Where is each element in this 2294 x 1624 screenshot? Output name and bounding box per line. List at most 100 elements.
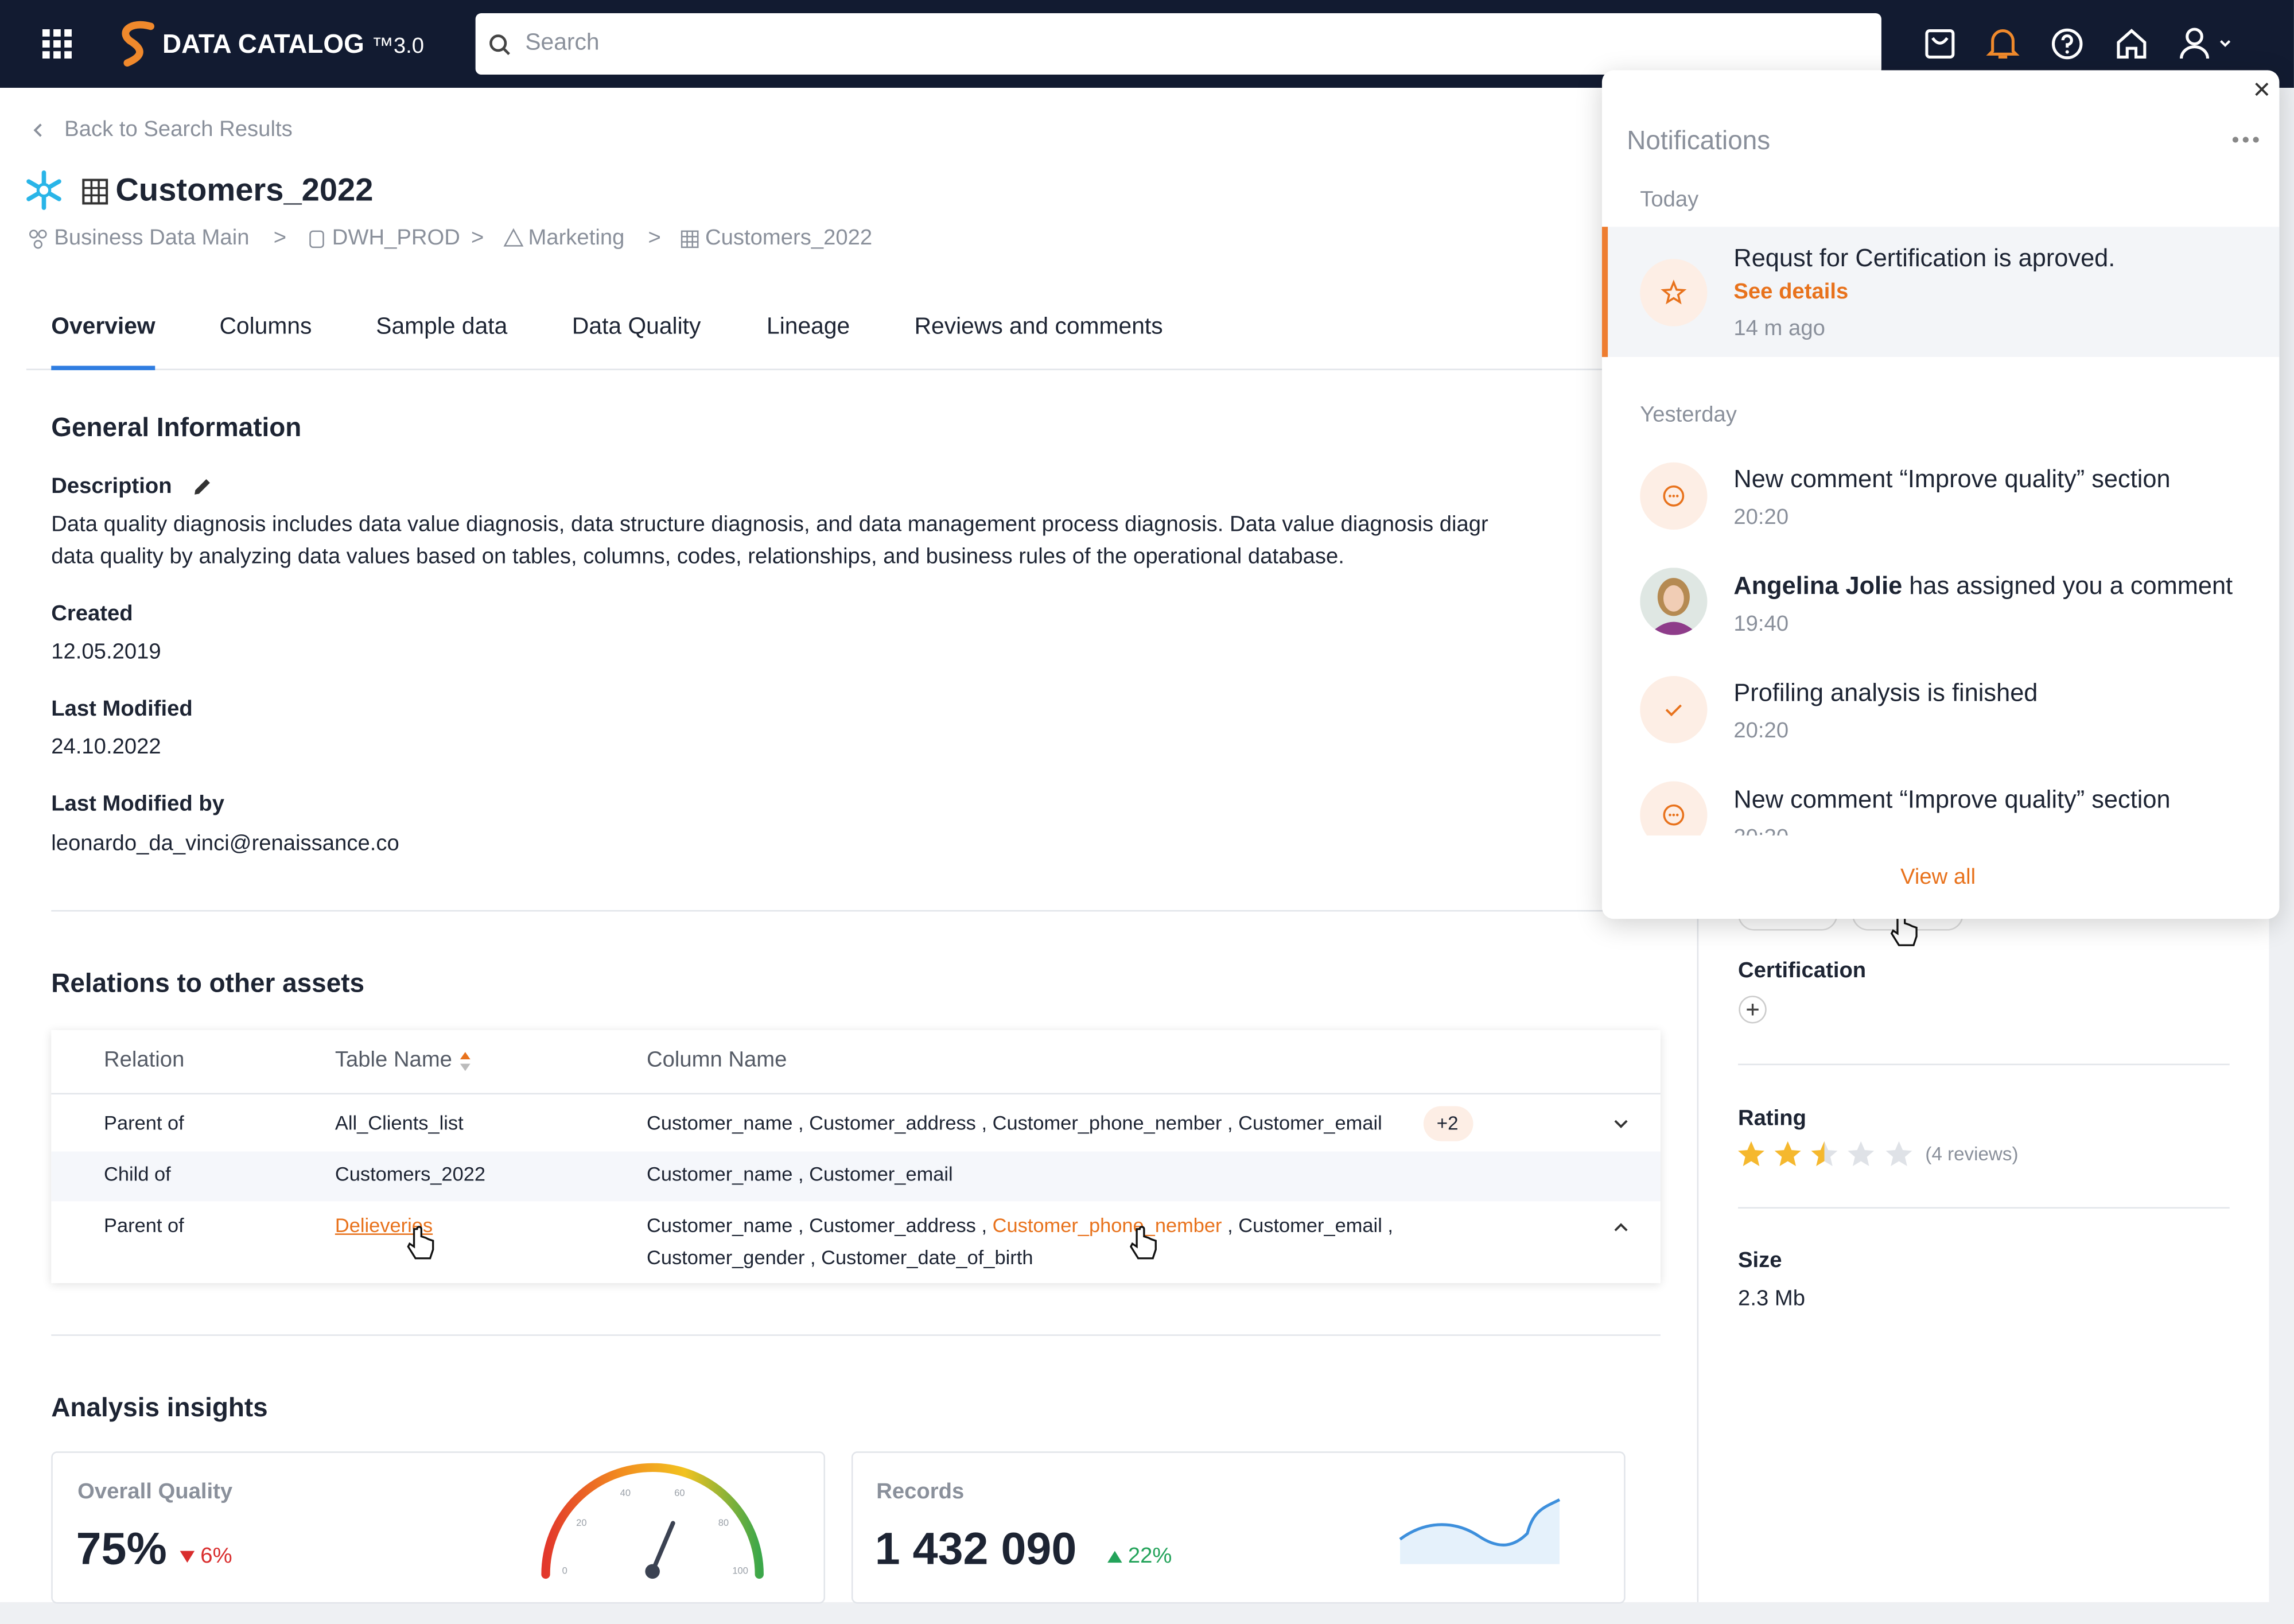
- gauge-tick-label: 20: [576, 1517, 586, 1528]
- review-count[interactable]: (4 reviews): [1925, 1143, 2019, 1165]
- notification-list: New comment “Improve quality” section 20…: [1602, 439, 2280, 836]
- breadcrumb-item[interactable]: Customers_2022: [705, 225, 873, 250]
- field-value: 24.10.2022: [51, 734, 161, 760]
- brand-version: ™3.0: [371, 33, 425, 59]
- header-divider: [51, 1093, 1661, 1095]
- notification-time: 20:20: [1733, 718, 1789, 744]
- breadcrumb-separator: >: [648, 225, 661, 250]
- add-certification[interactable]: [1738, 995, 1767, 1024]
- notification-text: Profiling analysis is finished: [1733, 679, 2038, 707]
- divider: [1738, 1207, 2230, 1209]
- more-menu[interactable]: [2232, 136, 2262, 143]
- description-line: Data quality diagnosis includes data val…: [51, 512, 1488, 537]
- group-label: Today: [1640, 187, 1699, 212]
- star-icon: [1640, 259, 1708, 327]
- tab[interactable]: Sample data: [376, 314, 508, 340]
- field-label: Created: [51, 601, 133, 627]
- breadcrumb-item[interactable]: Business Data Main: [54, 225, 250, 250]
- column-names: Customer_name , Customer_address , Custo…: [647, 1211, 1393, 1241]
- tab[interactable]: Data Quality: [571, 314, 701, 340]
- back-chevron: [33, 123, 42, 137]
- relation: Parent of: [104, 1112, 184, 1135]
- gauge-tick-label: 60: [674, 1487, 685, 1498]
- active-tab-indicator: [51, 366, 155, 371]
- tab[interactable]: Reviews and comments: [914, 314, 1163, 340]
- card-label: Records: [876, 1479, 965, 1505]
- bell-icon[interactable]: [1986, 26, 2020, 61]
- tab[interactable]: Overview: [51, 314, 155, 340]
- breadcrumb-separator: >: [471, 225, 484, 250]
- message: has assigned you a comment: [1902, 572, 2233, 600]
- section-heading: Relations to other assets: [51, 968, 365, 998]
- column-names: Customer_name , Customer_address , Custo…: [646, 1112, 1382, 1135]
- cart-icon[interactable]: [1924, 28, 1956, 60]
- unread-indicator: [1601, 227, 1608, 358]
- field-value: leonardo_da_vinci@renaissance.co: [51, 831, 399, 856]
- domain-icon: [29, 230, 47, 249]
- search-icon: [489, 34, 510, 55]
- card-change: 22%: [1127, 1543, 1172, 1569]
- table-name[interactable]: All_Clients_list: [335, 1112, 464, 1135]
- description-line: data quality by analyzing data values ba…: [51, 544, 1344, 569]
- tab[interactable]: Lineage: [767, 314, 850, 340]
- divider: [1738, 1063, 2230, 1066]
- notifications-panel: [1601, 70, 2280, 919]
- comment-icon: [1640, 781, 1708, 836]
- card-value: 75%: [76, 1523, 167, 1575]
- insight-card: [851, 1451, 1626, 1604]
- column-name-link[interactable]: Customer_phone_nember: [992, 1214, 1222, 1237]
- field-label: Size: [1738, 1248, 1782, 1273]
- cursor: [1130, 1226, 1157, 1260]
- asset-title: Customers_2022: [115, 171, 374, 208]
- tabs-divider: [26, 368, 1697, 371]
- search-placeholder: Search: [525, 30, 600, 56]
- check-icon: [1640, 675, 1708, 744]
- gauge-tick-label: 100: [732, 1565, 748, 1576]
- notification-text: New comment “Improve quality” section: [1733, 786, 2171, 814]
- notification-link[interactable]: See details: [1733, 279, 1849, 305]
- column-header[interactable]: Table Name: [335, 1047, 452, 1073]
- logo: [122, 21, 154, 67]
- notification-time: 20:20: [1733, 823, 1788, 836]
- row-highlight: [51, 1151, 1661, 1202]
- rating-stars: [1738, 1141, 1912, 1167]
- field-label: Description: [51, 474, 172, 499]
- expand-icon[interactable]: [1613, 1120, 1628, 1130]
- sort-icon[interactable]: [460, 1052, 471, 1071]
- edit-icon[interactable]: [192, 477, 212, 498]
- up-arrow: [1107, 1551, 1122, 1563]
- column-name: Customer_name , Customer_address ,: [646, 1214, 993, 1237]
- table-name[interactable]: Customers_2022: [335, 1163, 486, 1186]
- search-box[interactable]: [475, 13, 1881, 75]
- divider: [51, 1334, 1661, 1336]
- db-icon: [309, 230, 324, 248]
- comment-icon: [1640, 462, 1708, 530]
- more-chip[interactable]: [1423, 1106, 1473, 1141]
- user-menu[interactable]: [2179, 26, 2237, 61]
- more-count[interactable]: +2: [1436, 1112, 1459, 1135]
- notifications-title: Notifications: [1627, 126, 1771, 156]
- notification-time: 20:20: [1733, 504, 1789, 530]
- notification-text: Angelina Jolie has assigned you a commen…: [1733, 572, 2233, 601]
- section-heading: Analysis insights: [51, 1393, 268, 1423]
- notification-text: Requst for Certification is aproved.: [1733, 244, 2116, 273]
- snowflake-icon: [26, 170, 61, 210]
- relation: Parent of: [104, 1214, 184, 1237]
- notification-unread[interactable]: [1601, 227, 2280, 358]
- view-all[interactable]: View all: [1900, 864, 1976, 890]
- column-header: Column Name: [646, 1047, 787, 1073]
- breadcrumb-item[interactable]: Marketing: [528, 225, 625, 250]
- tab[interactable]: Columns: [219, 314, 312, 340]
- home-icon[interactable]: [2116, 28, 2148, 60]
- author[interactable]: Angelina Jolie: [1733, 572, 1903, 600]
- card-change: 6%: [200, 1543, 232, 1569]
- back-link[interactable]: Back to Search Results: [64, 116, 293, 142]
- help-icon[interactable]: [2051, 28, 2083, 60]
- close-button[interactable]: [2254, 82, 2269, 96]
- divider: [51, 910, 1661, 912]
- breadcrumb-item[interactable]: DWH_PROD: [332, 225, 460, 250]
- avatar: [1640, 568, 1708, 635]
- notification-time: 14 m ago: [1733, 316, 1825, 341]
- apps-icon[interactable]: [42, 29, 72, 59]
- collapse-icon[interactable]: [1613, 1222, 1628, 1232]
